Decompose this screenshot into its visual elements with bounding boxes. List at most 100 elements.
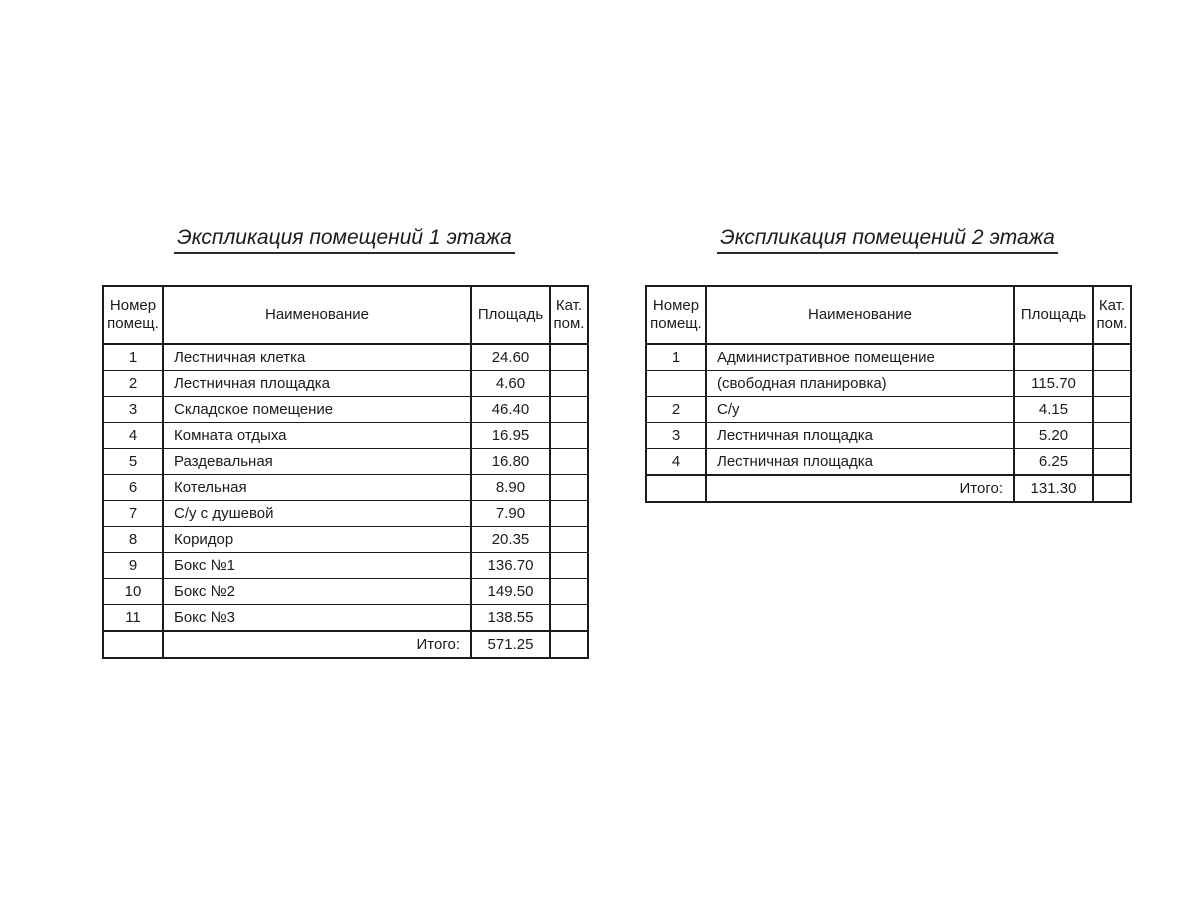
col-header-category: Кат. пом. bbox=[1092, 285, 1132, 345]
total-category-cell bbox=[1092, 474, 1132, 503]
room-area-cell: 6.25 bbox=[1013, 448, 1094, 476]
room-row: 10 Бокс №2 149.50 bbox=[102, 578, 589, 605]
room-area-cell: 4.15 bbox=[1013, 396, 1094, 423]
room-name-cell: (свободная планировка) bbox=[705, 370, 1015, 397]
room-row: 1 Лестничная клетка 24.60 bbox=[102, 343, 589, 371]
col-header-name: Наименование bbox=[705, 285, 1015, 345]
room-row: 9 Бокс №1 136.70 bbox=[102, 552, 589, 579]
header-line: Кат. bbox=[1098, 297, 1126, 315]
room-name-cell: Лестничная площадка bbox=[705, 448, 1015, 476]
room-name-cell: Лестничная клетка bbox=[162, 343, 472, 371]
room-number-cell: 7 bbox=[102, 500, 164, 527]
col-header-area: Площадь bbox=[1013, 285, 1094, 345]
room-category-cell bbox=[549, 396, 589, 423]
room-area-cell: 7.90 bbox=[470, 500, 551, 527]
room-name-cell: Бокс №2 bbox=[162, 578, 472, 605]
floor1-explication-block: Экспликация помещений 1 этажа Номер помещ… bbox=[102, 226, 589, 659]
room-area-cell: 136.70 bbox=[470, 552, 551, 579]
room-category-cell bbox=[549, 526, 589, 553]
room-name-cell: Котельная bbox=[162, 474, 472, 501]
total-label-cell: Итого: bbox=[705, 474, 1015, 503]
room-category-cell bbox=[549, 343, 589, 371]
room-number-cell: 5 bbox=[102, 448, 164, 475]
total-value-cell: 131.30 bbox=[1013, 474, 1094, 503]
header-line: Номер bbox=[652, 297, 700, 315]
room-number-cell: 8 bbox=[102, 526, 164, 553]
room-area-cell: 8.90 bbox=[470, 474, 551, 501]
room-number-cell: 10 bbox=[102, 578, 164, 605]
room-number-cell: 2 bbox=[645, 396, 707, 423]
room-category-cell bbox=[549, 422, 589, 449]
room-area-cell: 5.20 bbox=[1013, 422, 1094, 449]
room-name-cell: С/у с душевой bbox=[162, 500, 472, 527]
header-line: Наименование bbox=[265, 306, 369, 324]
room-name-cell: Бокс №1 bbox=[162, 552, 472, 579]
header-line: Номер bbox=[109, 297, 157, 315]
room-row: 2 Лестничная площадка 4.60 bbox=[102, 370, 589, 397]
room-number-cell: 4 bbox=[645, 448, 707, 476]
floor1-title-wrap: Экспликация помещений 1 этажа bbox=[102, 226, 587, 254]
floor2-explication-table: Номер помещ. Наименование Площадь Кат. пом… bbox=[645, 285, 1132, 503]
floor1-table-title: Экспликация помещений 1 этажа bbox=[174, 226, 515, 254]
room-category-cell bbox=[549, 604, 589, 632]
floor2-table-title: Экспликация помещений 2 этажа bbox=[717, 226, 1058, 254]
total-category-cell bbox=[549, 630, 589, 659]
room-row: 7 С/у с душевой 7.90 bbox=[102, 500, 589, 527]
room-number-cell: 3 bbox=[645, 422, 707, 449]
room-category-cell bbox=[549, 474, 589, 501]
room-number-cell: 1 bbox=[102, 343, 164, 371]
room-area-cell: 24.60 bbox=[470, 343, 551, 371]
header-line: Наименование bbox=[808, 306, 912, 324]
room-category-cell bbox=[549, 370, 589, 397]
table-body: 1 Лестничная клетка 24.60 2 Лестничная площа… bbox=[102, 343, 589, 659]
room-row: (свободная планировка) 115.70 bbox=[645, 370, 1132, 397]
header-line: пом. bbox=[1096, 315, 1128, 332]
header-line: помещ. bbox=[650, 315, 702, 332]
room-number-cell: 9 bbox=[102, 552, 164, 579]
table-body: 1 Административное помещение (свободная пл… bbox=[645, 343, 1132, 503]
room-number-cell: 4 bbox=[102, 422, 164, 449]
header-line: Кат. bbox=[555, 297, 583, 315]
total-number-cell bbox=[102, 630, 164, 659]
room-number-cell: 2 bbox=[102, 370, 164, 397]
room-row: 3 Складское помещение 46.40 bbox=[102, 396, 589, 423]
room-category-cell bbox=[1092, 370, 1132, 397]
col-header-room-number: Номер помещ. bbox=[102, 285, 164, 345]
room-area-cell: 20.35 bbox=[470, 526, 551, 553]
room-number-cell: 6 bbox=[102, 474, 164, 501]
total-row: Итого: 571.25 bbox=[102, 630, 589, 659]
header-row: Номер помещ. Наименование Площадь Кат. пом… bbox=[645, 285, 1132, 345]
room-name-cell: Комната отдыха bbox=[162, 422, 472, 449]
room-category-cell bbox=[1092, 396, 1132, 423]
floor1-explication-table: Номер помещ. Наименование Площадь Кат. пом… bbox=[102, 285, 589, 659]
room-area-cell: 16.95 bbox=[470, 422, 551, 449]
floor2-title-wrap: Экспликация помещений 2 этажа bbox=[645, 226, 1130, 254]
floor2-explication-block: Экспликация помещений 2 этажа Номер помещ… bbox=[645, 226, 1132, 503]
header-line: Площадь bbox=[1020, 306, 1087, 324]
room-category-cell bbox=[549, 552, 589, 579]
room-area-cell: 115.70 bbox=[1013, 370, 1094, 397]
room-name-cell: Административное помещение bbox=[705, 343, 1015, 371]
room-area-cell: 149.50 bbox=[470, 578, 551, 605]
col-header-room-number: Номер помещ. bbox=[645, 285, 707, 345]
room-name-cell: С/у bbox=[705, 396, 1015, 423]
room-name-cell: Коридор bbox=[162, 526, 472, 553]
room-number-cell: 1 bbox=[645, 343, 707, 371]
total-value-cell: 571.25 bbox=[470, 630, 551, 659]
room-row: 4 Лестничная площадка 6.25 bbox=[645, 448, 1132, 476]
room-row: 1 Административное помещение bbox=[645, 343, 1132, 371]
header-row: Номер помещ. Наименование Площадь Кат. пом… bbox=[102, 285, 589, 345]
room-area-cell: 138.55 bbox=[470, 604, 551, 632]
room-name-cell: Лестничная площадка bbox=[705, 422, 1015, 449]
room-number-cell: 11 bbox=[102, 604, 164, 632]
room-row: 6 Котельная 8.90 bbox=[102, 474, 589, 501]
total-row: Итого: 131.30 bbox=[645, 474, 1132, 503]
room-category-cell bbox=[549, 578, 589, 605]
room-row: 5 Раздевальная 16.80 bbox=[102, 448, 589, 475]
room-category-cell bbox=[1092, 343, 1132, 371]
col-header-name: Наименование bbox=[162, 285, 472, 345]
room-row: 8 Коридор 20.35 bbox=[102, 526, 589, 553]
room-number-cell bbox=[645, 370, 707, 397]
room-name-cell: Раздевальная bbox=[162, 448, 472, 475]
